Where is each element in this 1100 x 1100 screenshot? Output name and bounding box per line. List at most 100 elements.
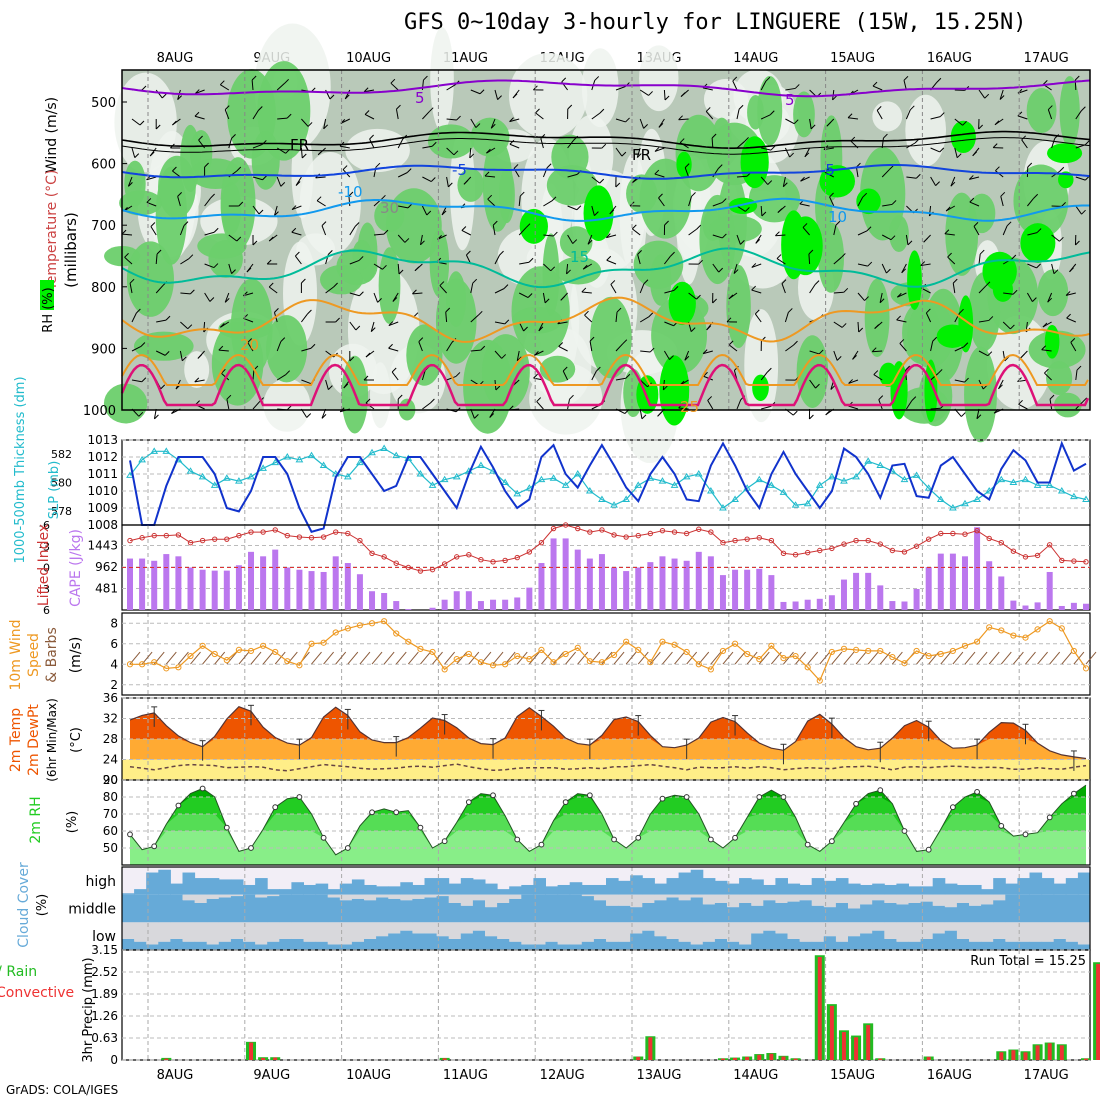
wind-barb (422, 176, 432, 182)
wind-barb (615, 343, 624, 352)
wind-barb (736, 109, 740, 120)
wind-barb-flag (535, 108, 540, 114)
wind-barb-flag (165, 315, 171, 321)
rh-saturated-area (781, 210, 807, 280)
wind-barb (370, 321, 375, 332)
contour-label: FR (290, 136, 309, 154)
cloud-gap (714, 894, 728, 903)
precip-convective-bar (866, 1025, 871, 1060)
wind-barb (843, 651, 855, 665)
cloud-cover-cell (170, 883, 183, 895)
wind-barb-flag (124, 252, 129, 258)
thickness-point (186, 467, 195, 474)
cape-bar (453, 591, 460, 610)
rh-moist-area (860, 146, 906, 241)
cloud-cover-cell (666, 878, 680, 895)
wind-barb (509, 118, 520, 123)
wind-barb (1061, 651, 1073, 665)
wind-speed-point (538, 646, 545, 654)
cloud-cover-cell (835, 941, 849, 950)
wind-barb-flag (891, 200, 897, 205)
wind-barb (754, 313, 762, 323)
wind-barb (153, 651, 165, 665)
cloud-cover-cell (339, 944, 353, 950)
cloud-cover-cell (545, 886, 559, 895)
thickness-point (1070, 492, 1078, 500)
cloud-gap (884, 894, 897, 903)
wind-barb-flag (658, 193, 663, 199)
cloud-cover-cell (920, 886, 934, 895)
wind-barb (204, 292, 211, 302)
thickness-point (561, 481, 570, 488)
precip-convective-bar (1023, 1052, 1028, 1060)
wind-barb (252, 176, 263, 181)
wind-barb (567, 173, 578, 178)
wind-barb (422, 145, 433, 149)
rh-saturated-area (907, 250, 922, 310)
rh-point (441, 838, 448, 845)
cloud-cover-cell (255, 878, 268, 895)
wind-barb (1085, 651, 1097, 665)
cloud-cover-cell (388, 886, 401, 895)
cloud-cover-cell (848, 936, 861, 950)
wind-barb (509, 143, 520, 149)
thickness-point (997, 475, 1006, 483)
wind-speed-point (852, 646, 860, 654)
cloud-cover-cell (739, 878, 752, 895)
wind-speed-point (308, 640, 315, 647)
wind-barb (321, 225, 327, 236)
wind-barb (736, 205, 746, 212)
cloud-gap (1017, 922, 1030, 942)
wind-barb-flag (383, 229, 389, 235)
wind-barb-flag (262, 175, 267, 181)
wind-barb (238, 651, 250, 665)
wind-barb (516, 651, 528, 665)
cloud-gap (606, 922, 619, 942)
wind-barb (131, 379, 142, 383)
wind-barb-flag (1069, 267, 1074, 273)
slp-line (129, 440, 1087, 533)
wind-barb (833, 291, 844, 294)
thickness-tick: 578 (51, 505, 72, 518)
rh-point (1070, 790, 1077, 797)
cloud-cover-cell (339, 883, 353, 895)
wind-barb-flag (365, 398, 371, 404)
wind-barb (783, 651, 794, 665)
thickness-point (779, 488, 788, 495)
cloud-cover-cell (727, 907, 740, 923)
wind-barb-flag (187, 324, 193, 330)
rh-point (586, 792, 593, 799)
cloud-gap (303, 922, 317, 942)
thickness-point (368, 448, 376, 456)
wind-barb (224, 292, 230, 303)
thickness-point (295, 455, 304, 463)
wind-barb (420, 651, 431, 665)
cape-bar (707, 556, 714, 610)
wind-barb-flag (1070, 337, 1076, 343)
cape-bar (562, 538, 569, 610)
cloud-gap (400, 922, 413, 931)
cloud-gap (981, 922, 994, 942)
wind-barb (930, 373, 939, 381)
cloud-cover-cell (993, 878, 1006, 895)
wind-barb (228, 138, 233, 149)
thickness-point (356, 458, 364, 466)
wind-barb-flag (787, 308, 793, 313)
wind-barb-flag (945, 206, 951, 212)
wind-barb-flag (1047, 105, 1053, 110)
wind-barb-flag (328, 250, 333, 255)
wind-barb-flag (615, 182, 621, 188)
cloud-gap (835, 894, 849, 903)
cape-bar (1046, 571, 1053, 610)
cloud-gap (969, 894, 982, 906)
cloud-cover-cell (642, 878, 655, 895)
wind-barb-flag (706, 325, 711, 331)
cloud-cover-cell (122, 894, 135, 923)
li-point (526, 549, 533, 555)
cloud-cover-cell (339, 900, 353, 923)
wind-barb-flag (767, 180, 773, 185)
wind-barb (663, 350, 670, 360)
wind-barb-flag (740, 240, 745, 245)
wind-barb-flag (198, 135, 203, 141)
wind-barb-flag (329, 94, 335, 100)
